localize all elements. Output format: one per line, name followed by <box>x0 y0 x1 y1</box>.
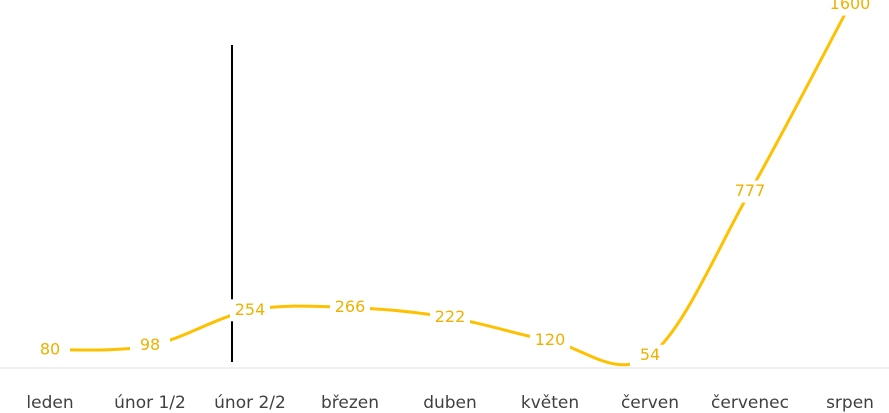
data-label: 777 <box>735 181 766 200</box>
data-label: 222 <box>435 307 466 326</box>
x-tick-label: únor 2/2 <box>214 393 286 413</box>
data-label: 54 <box>640 345 660 364</box>
data-label: 1600 <box>830 0 871 13</box>
x-tick-label: duben <box>423 393 477 413</box>
data-label-bg <box>630 344 670 367</box>
data-label-bg <box>30 338 70 361</box>
data-label-bg <box>430 306 470 329</box>
data-label: 254 <box>235 300 266 319</box>
x-tick-label: srpen <box>826 393 874 413</box>
data-label: 266 <box>335 297 366 316</box>
x-tick-label: červenec <box>711 393 789 413</box>
data-label-bg <box>230 299 270 322</box>
x-tick-label: leden <box>26 393 73 413</box>
data-label-bg <box>330 296 370 319</box>
x-tick-label: červen <box>621 393 679 413</box>
x-tick-label: březen <box>321 393 379 413</box>
data-label-bg <box>130 334 170 357</box>
data-label: 80 <box>40 339 60 358</box>
data-label: 98 <box>140 335 160 354</box>
data-label-bg <box>830 0 870 16</box>
x-tick-label: květen <box>521 393 579 413</box>
data-label: 120 <box>535 330 566 349</box>
x-tick-label: únor 1/2 <box>114 393 186 413</box>
data-label-bg <box>530 329 570 352</box>
data-label-bg <box>730 180 770 203</box>
